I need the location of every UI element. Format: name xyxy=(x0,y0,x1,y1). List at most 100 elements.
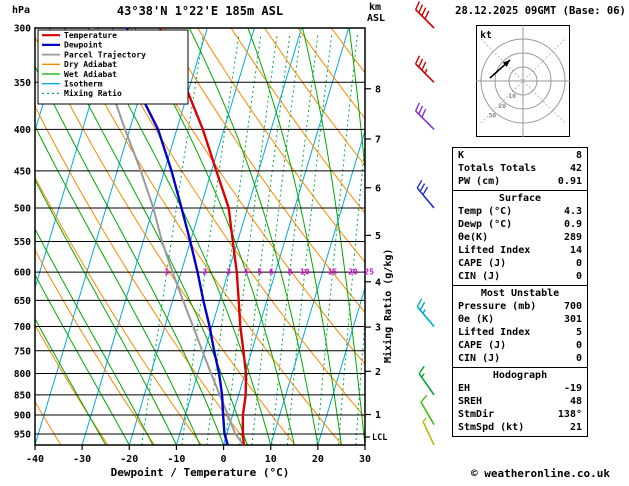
stats-row: CIN (J) 0 xyxy=(453,352,587,365)
stats-value: -19 xyxy=(563,383,582,394)
stats-value: 48 xyxy=(569,396,582,407)
temperature-line xyxy=(159,28,248,445)
svg-text:6: 6 xyxy=(269,268,274,277)
svg-text:Dry Adiabat: Dry Adiabat xyxy=(64,59,117,69)
stats-value: 8 xyxy=(575,150,582,161)
stats-value: 138° xyxy=(557,409,582,420)
stats-row: StmSpd (kt) 21 xyxy=(453,421,587,434)
dry-adiabat-line xyxy=(35,323,109,445)
hodograph-ring xyxy=(480,38,566,124)
stats-label: Lifted Index xyxy=(458,245,531,256)
svg-text:25: 25 xyxy=(364,268,374,277)
svg-text:500: 500 xyxy=(14,203,31,214)
svg-text:-10: -10 xyxy=(167,454,185,465)
stats-row: PW (cm) 0.91 xyxy=(453,175,587,188)
svg-text:1: 1 xyxy=(375,410,381,421)
stats-label: Temp (°C) xyxy=(458,206,513,217)
wet-adiabat-line xyxy=(35,227,154,445)
wet-adiabat-line xyxy=(35,273,130,445)
svg-text:3: 3 xyxy=(226,268,231,277)
dry-adiabat-line xyxy=(130,28,365,366)
svg-text:650: 650 xyxy=(14,296,31,307)
isotherm-line xyxy=(223,28,350,445)
stats-value: 0 xyxy=(575,353,582,364)
svg-text:20: 20 xyxy=(312,454,324,465)
stats-value: 0 xyxy=(575,271,582,282)
stats-value: 301 xyxy=(563,314,582,325)
svg-text:Parcel Trajectory: Parcel Trajectory xyxy=(64,49,146,59)
svg-text:3: 3 xyxy=(375,323,381,334)
stats-value: 700 xyxy=(563,301,582,312)
dry-adiabat-line xyxy=(230,28,365,214)
svg-text:-30: -30 xyxy=(73,454,91,465)
svg-text:20: 20 xyxy=(348,268,358,277)
svg-text:LCL: LCL xyxy=(372,433,387,443)
svg-text:10: 10 xyxy=(300,268,310,277)
svg-text:Wet Adiabat: Wet Adiabat xyxy=(64,69,117,79)
mixing-ratio-tick-labels: 1 2 3 4 5 6 8 10 15 20 25 xyxy=(164,268,374,277)
stats-row: Lifted Index 14 xyxy=(453,244,587,257)
svg-text:4: 4 xyxy=(375,277,381,288)
stats-label: PW (cm) xyxy=(458,176,501,187)
dry-adiabat-line xyxy=(35,176,202,445)
svg-text:7: 7 xyxy=(375,134,381,145)
svg-text:-40: -40 xyxy=(26,454,44,465)
hodograph-ring xyxy=(494,52,552,110)
stats-label: θe (K) xyxy=(458,314,495,325)
stats-row: SREH 48 xyxy=(453,395,587,408)
svg-text:950: 950 xyxy=(14,430,31,441)
stats-value: 5 xyxy=(575,327,582,338)
wet-adiabat-line xyxy=(35,178,177,445)
wet-adiabat-line xyxy=(247,28,342,445)
stats-section-title: Most Unstable xyxy=(480,288,560,299)
temperature-axis: -40 -30 -20 -10 0 10 20 30 Dewpoint / Temperatur… xyxy=(26,445,371,479)
stats-row: CAPE (J) 0 xyxy=(453,339,587,352)
wet-adiabat-line xyxy=(35,65,225,445)
dry-adiabat-line xyxy=(163,28,365,314)
dry-adiabat-line xyxy=(35,249,155,445)
stats-row: Totals Totals 42 xyxy=(453,162,587,175)
stats-label: Pressure (mb) xyxy=(458,301,537,312)
skewt-chart: 3003504004505005506006507007508008509009… xyxy=(14,1,435,479)
stats-row: θe (K) 301 xyxy=(453,313,587,326)
stats-value: 0 xyxy=(575,258,582,269)
stats-section: Hodograph EH -19 SREH 48 StmDir 138° StmSpd (kt… xyxy=(452,367,588,437)
wind-barb-staff xyxy=(420,401,435,426)
stats-value: 4.3 xyxy=(563,206,582,217)
stats-label: SREH xyxy=(458,396,483,407)
stats-label: Dewp (°C) xyxy=(458,219,513,230)
svg-text:10: 10 xyxy=(265,454,277,465)
stats-section: Surface Temp (°C) 4.3 Dewp (°C) 0.9 θe(K) 289 L… xyxy=(452,190,588,286)
svg-text:1: 1 xyxy=(164,268,169,277)
wind-barbs xyxy=(414,1,435,446)
stats-label: θe(K) xyxy=(458,232,489,243)
stats-label: EH xyxy=(458,383,471,394)
stats-label: K xyxy=(458,150,465,161)
svg-text:kt: kt xyxy=(480,30,491,41)
svg-text:Dewpoint / Temperature (°C): Dewpoint / Temperature (°C) xyxy=(111,466,290,479)
stats-value: 0.9 xyxy=(563,219,582,230)
stats-value: 0 xyxy=(575,340,582,351)
stats-value: 21 xyxy=(569,422,582,433)
stats-section: Most Unstable Pressure (mb) 700 θe (K) 301 Li… xyxy=(452,285,588,368)
wet-adiabat-line xyxy=(87,28,272,445)
svg-text:8: 8 xyxy=(288,268,293,277)
svg-text:2: 2 xyxy=(375,367,381,378)
svg-text:900: 900 xyxy=(14,411,31,422)
stats-label: StmSpd (kt) xyxy=(458,422,525,433)
svg-text:350: 350 xyxy=(14,78,31,89)
hodograph-ring xyxy=(508,66,538,96)
stats-label: CIN (J) xyxy=(458,353,501,364)
stats-label: Totals Totals xyxy=(458,163,537,174)
stats-value: 14 xyxy=(569,245,582,256)
wind-barb-staff xyxy=(422,421,435,446)
stats-label: Lifted Index xyxy=(458,327,531,338)
stats-row: Lifted Index 5 xyxy=(453,326,587,339)
stats-value: 0.91 xyxy=(557,176,582,187)
altitude-unit-km-label: km xyxy=(369,2,382,13)
mixing-ratio-line xyxy=(355,316,365,445)
pressure-unit-label: hPa xyxy=(12,5,31,16)
svg-text:20: 20 xyxy=(498,102,506,110)
